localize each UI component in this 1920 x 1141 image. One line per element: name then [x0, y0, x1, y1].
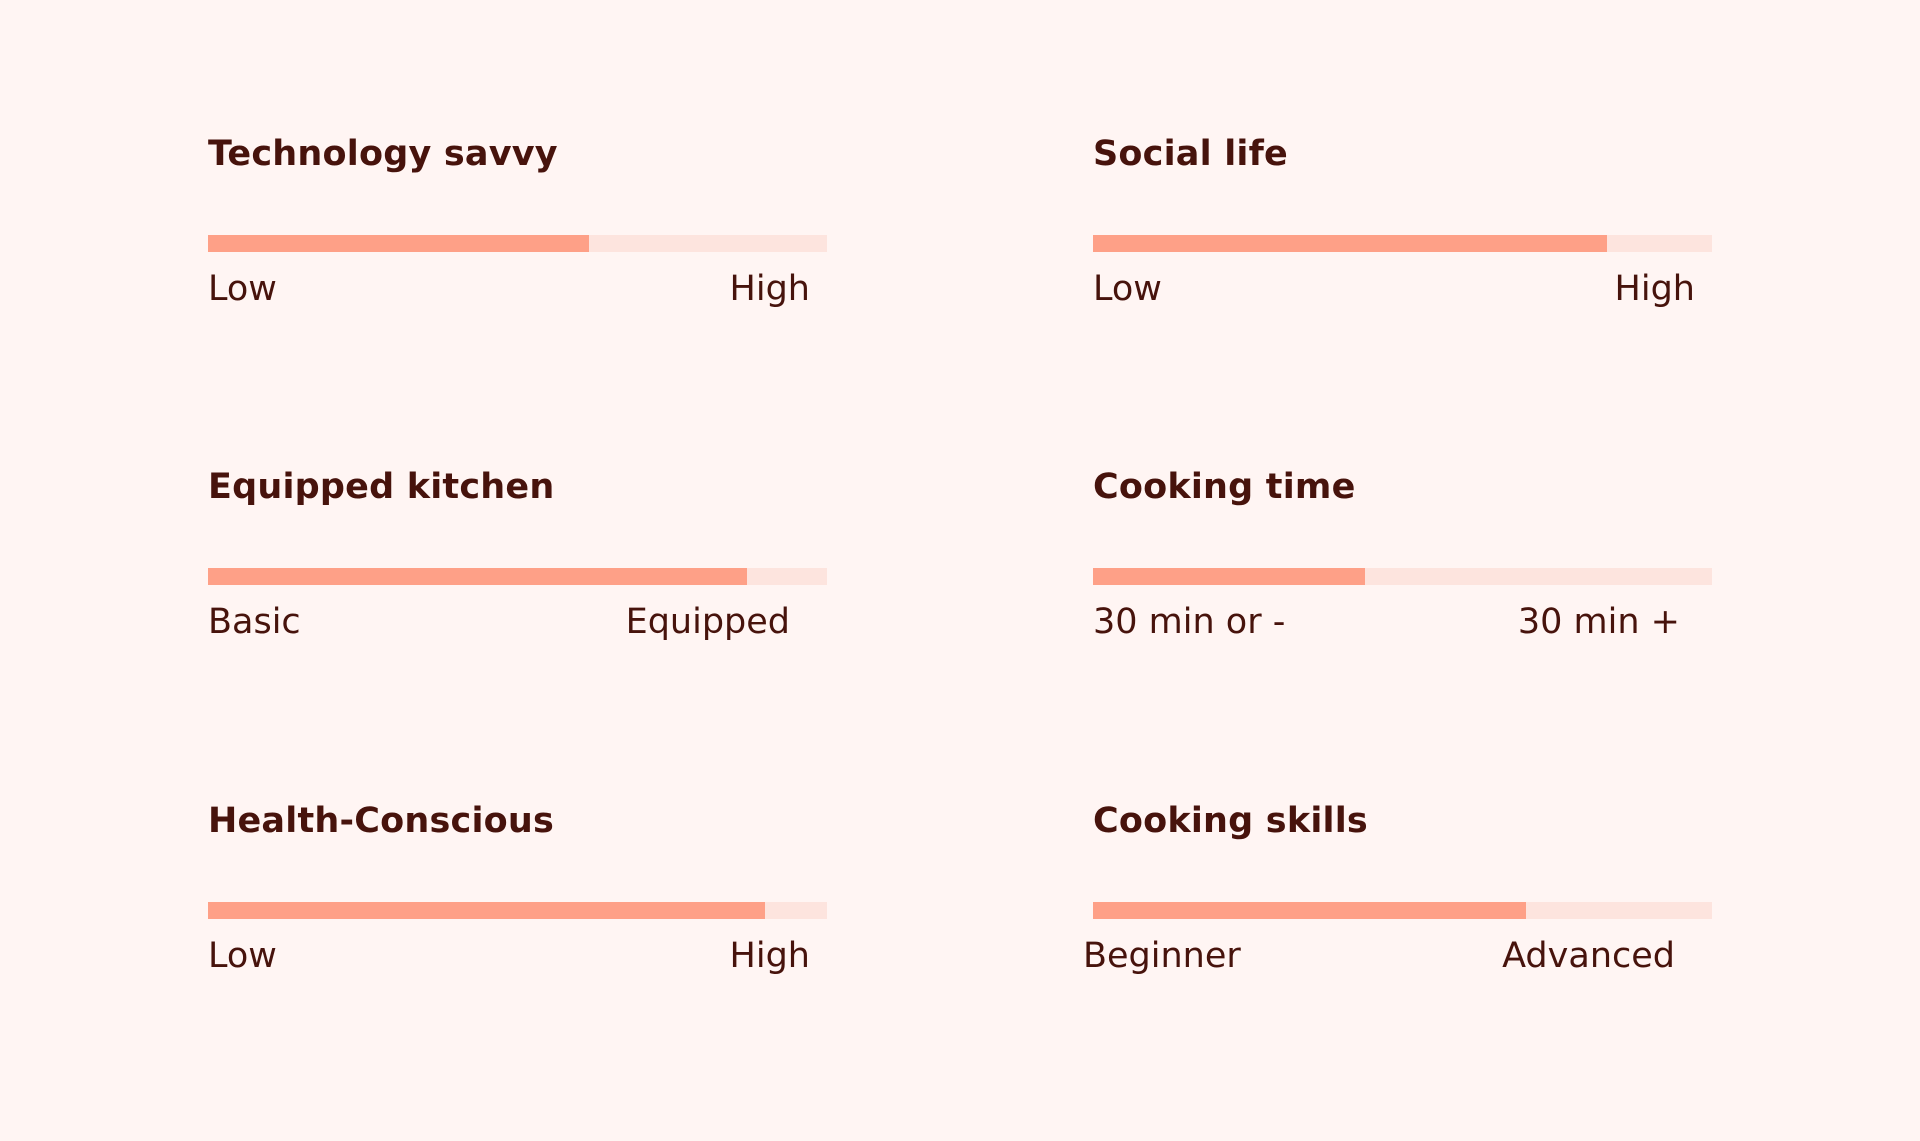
level-bar-track: [1093, 568, 1712, 585]
scale-high-label: Equipped: [625, 602, 790, 642]
scale-high-label: 30 min +: [1517, 602, 1680, 642]
level-bar-fill: [1093, 902, 1527, 919]
scale-low-label: Basic: [208, 602, 301, 642]
level-bar-fill: [208, 568, 747, 585]
scale-high-label: Advanced: [1502, 936, 1675, 976]
trait-technology-savvy: Technology savvy Low High: [208, 133, 828, 333]
scale-low-label: Beginner: [1083, 936, 1241, 976]
scale-low-label: Low: [208, 936, 277, 976]
trait-title: Cooking time: [1093, 467, 1356, 507]
level-bar-fill: [208, 235, 589, 252]
trait-title: Health-Conscious: [208, 801, 555, 841]
trait-health-conscious: Health-Conscious Low High: [208, 800, 828, 1000]
level-bar-track: [208, 235, 827, 252]
scale-low-label: Low: [208, 269, 277, 309]
scale-high-label: High: [729, 936, 810, 976]
level-bar-fill: [208, 902, 766, 919]
trait-title: Equipped kitchen: [208, 467, 555, 507]
trait-social-life: Social life Low High: [1093, 133, 1713, 333]
trait-title: Social life: [1093, 134, 1288, 174]
scale-low-label: Low: [1093, 269, 1162, 309]
trait-title: Cooking skills: [1093, 801, 1368, 841]
scale-high-label: High: [729, 269, 810, 309]
trait-cooking-time: Cooking time 30 min or - 30 min +: [1093, 466, 1713, 666]
scale-high-label: High: [1614, 269, 1695, 309]
trait-equipped-kitchen: Equipped kitchen Basic Equipped: [208, 466, 828, 666]
trait-cooking-skills: Cooking skills Beginner Advanced: [1083, 800, 1713, 1000]
scale-low-label: 30 min or -: [1093, 602, 1286, 642]
level-bar-fill: [1093, 235, 1607, 252]
level-bar-fill: [1093, 568, 1366, 585]
level-bar-track: [1093, 902, 1712, 919]
level-bar-track: [208, 902, 827, 919]
level-bar-track: [1093, 235, 1712, 252]
trait-title: Technology savvy: [208, 134, 558, 174]
level-bar-track: [208, 568, 827, 585]
